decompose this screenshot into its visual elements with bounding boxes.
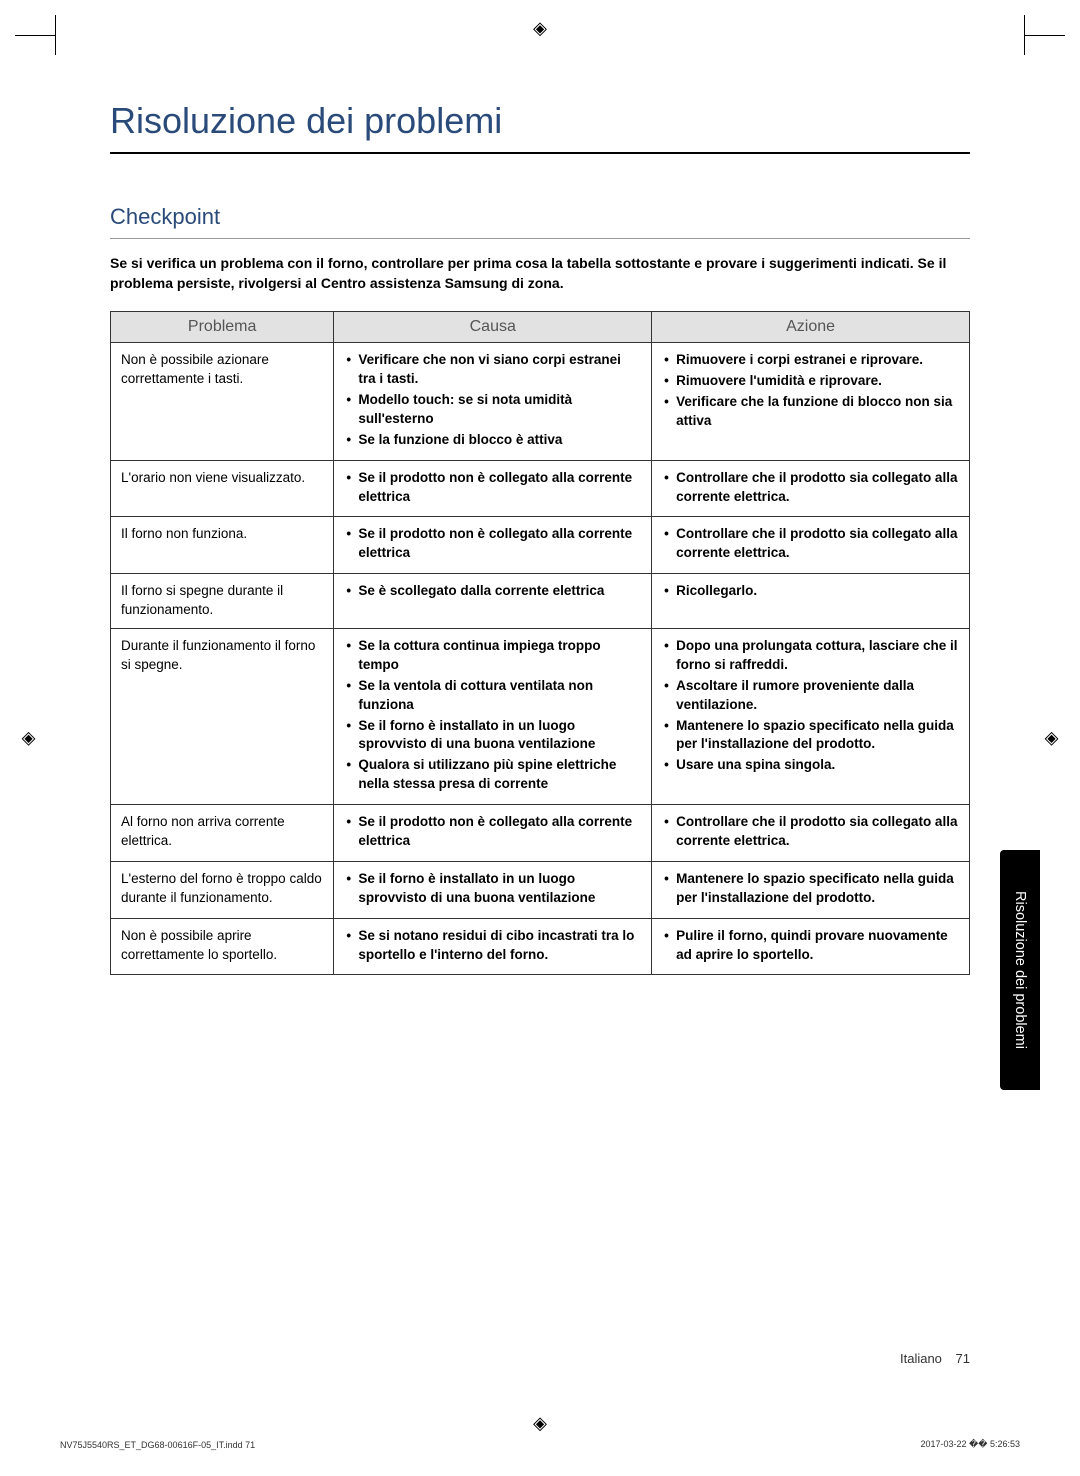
table-row: Il forno si spegne durante il funzioname… <box>111 574 970 629</box>
action-item: Usare una spina singola. <box>662 756 959 775</box>
side-tab-text: Risoluzione dei problemi <box>1012 891 1028 1049</box>
action-item: Pulire il forno, quindi provare nuovamen… <box>662 927 959 965</box>
main-title: Risoluzione dei problemi <box>110 100 970 154</box>
cause-item: Verificare che non vi siano corpi estran… <box>344 351 641 389</box>
cause-cell: Se si notano residui di cibo incastrati … <box>334 918 652 975</box>
cause-cell: Se il prodotto non è collegato alla corr… <box>334 805 652 862</box>
th-problem: Problema <box>111 312 334 343</box>
cause-cell: Se la cottura continua impiega troppo te… <box>334 628 652 804</box>
page-content: Risoluzione dei problemi Checkpoint Se s… <box>110 100 970 1416</box>
cause-item: Se il forno è installato in un luogo spr… <box>344 870 641 908</box>
action-item: Ascoltare il rumore proveniente dalla ve… <box>662 677 959 715</box>
intro-text: Se si verifica un problema con il forno,… <box>110 254 970 293</box>
problem-cell: Il forno si spegne durante il funzioname… <box>111 574 334 629</box>
table-row: Non è possibile aprire correttamente lo … <box>111 918 970 975</box>
action-item: Ricollegarlo. <box>662 582 959 601</box>
cause-item: Se la ventola di cottura ventilata non f… <box>344 677 641 715</box>
th-action: Azione <box>652 312 970 343</box>
action-item: Controllare che il prodotto sia collegat… <box>662 525 959 563</box>
troubleshooting-table: Problema Causa Azione Non è possibile az… <box>110 311 970 975</box>
cause-item: Se il prodotto non è collegato alla corr… <box>344 469 641 507</box>
problem-cell: Non è possibile azionare correttamente i… <box>111 343 334 460</box>
action-cell: Ricollegarlo. <box>652 574 970 629</box>
table-row: L'esterno del forno è troppo caldo duran… <box>111 861 970 918</box>
action-cell: Controllare che il prodotto sia collegat… <box>652 460 970 517</box>
crop-line <box>1025 35 1065 36</box>
cause-cell: Se è scollegato dalla corrente elettrica <box>334 574 652 629</box>
problem-cell: L'orario non viene visualizzato. <box>111 460 334 517</box>
cause-item: Se la funzione di blocco è attiva <box>344 431 641 450</box>
problem-cell: Il forno non funziona. <box>111 517 334 574</box>
footer-lang: Italiano <box>900 1351 942 1366</box>
crop-line <box>15 35 55 36</box>
crop-line <box>55 15 56 55</box>
cause-cell: Se il forno è installato in un luogo spr… <box>334 861 652 918</box>
cause-item: Se è scollegato dalla corrente elettrica <box>344 582 641 601</box>
crop-mark-bottom: ◈ <box>533 1413 547 1434</box>
crop-mark-right: ◈ <box>1045 728 1059 749</box>
problem-cell: Al forno non arriva corrente elettrica. <box>111 805 334 862</box>
cause-item: Modello touch: se si nota umidità sull'e… <box>344 391 641 429</box>
th-cause: Causa <box>334 312 652 343</box>
table-row: L'orario non viene visualizzato. Se il pr… <box>111 460 970 517</box>
cause-item: Se il prodotto non è collegato alla corr… <box>344 813 641 851</box>
action-item: Controllare che il prodotto sia collegat… <box>662 813 959 851</box>
action-cell: Pulire il forno, quindi provare nuovamen… <box>652 918 970 975</box>
section-title: Checkpoint <box>110 204 970 239</box>
cause-item: Se si notano residui di cibo incastrati … <box>344 927 641 965</box>
action-item: Verificare che la funzione di blocco non… <box>662 393 959 431</box>
footer-doc-ref: NV75J5540RS_ET_DG68-00616F-05_IT.indd 71 <box>60 1440 255 1450</box>
cause-cell: Se il prodotto non è collegato alla corr… <box>334 517 652 574</box>
action-cell: Mantenere lo spazio specificato nella gu… <box>652 861 970 918</box>
cause-item: Se il forno è installato in un luogo spr… <box>344 717 641 755</box>
action-cell: Controllare che il prodotto sia collegat… <box>652 517 970 574</box>
action-cell: Controllare che il prodotto sia collegat… <box>652 805 970 862</box>
footer-page: 71 <box>956 1351 970 1366</box>
footer-timestamp: 2017-03-22 �� 5:26:53 <box>920 1439 1020 1450</box>
action-item: Mantenere lo spazio specificato nella gu… <box>662 870 959 908</box>
crop-mark-left: ◈ <box>22 728 36 749</box>
side-tab: Risoluzione dei problemi <box>1000 850 1040 1090</box>
footer: Italiano 71 <box>900 1351 970 1366</box>
action-item: Rimuovere l'umidità e riprovare. <box>662 372 959 391</box>
action-cell: Rimuovere i corpi estranei e riprovare. R… <box>652 343 970 460</box>
action-item: Rimuovere i corpi estranei e riprovare. <box>662 351 959 370</box>
cause-item: Se il prodotto non è collegato alla corr… <box>344 525 641 563</box>
action-item: Mantenere lo spazio specificato nella gu… <box>662 717 959 755</box>
problem-cell: L'esterno del forno è troppo caldo duran… <box>111 861 334 918</box>
problem-cell: Durante il funzionamento il forno si spe… <box>111 628 334 804</box>
cause-cell: Verificare che non vi siano corpi estran… <box>334 343 652 460</box>
table-row: Non è possibile azionare correttamente i… <box>111 343 970 460</box>
action-item: Dopo una prolungata cottura, lasciare ch… <box>662 637 959 675</box>
problem-cell: Non è possibile aprire correttamente lo … <box>111 918 334 975</box>
table-row: Durante il funzionamento il forno si spe… <box>111 628 970 804</box>
table-row: Il forno non funziona. Se il prodotto non… <box>111 517 970 574</box>
table-row: Al forno non arriva corrente elettrica. S… <box>111 805 970 862</box>
action-item: Controllare che il prodotto sia collegat… <box>662 469 959 507</box>
crop-mark-top: ◈ <box>533 18 547 39</box>
cause-item: Se la cottura continua impiega troppo te… <box>344 637 641 675</box>
cause-cell: Se il prodotto non è collegato alla corr… <box>334 460 652 517</box>
cause-item: Qualora si utilizzano più spine elettric… <box>344 756 641 794</box>
action-cell: Dopo una prolungata cottura, lasciare ch… <box>652 628 970 804</box>
